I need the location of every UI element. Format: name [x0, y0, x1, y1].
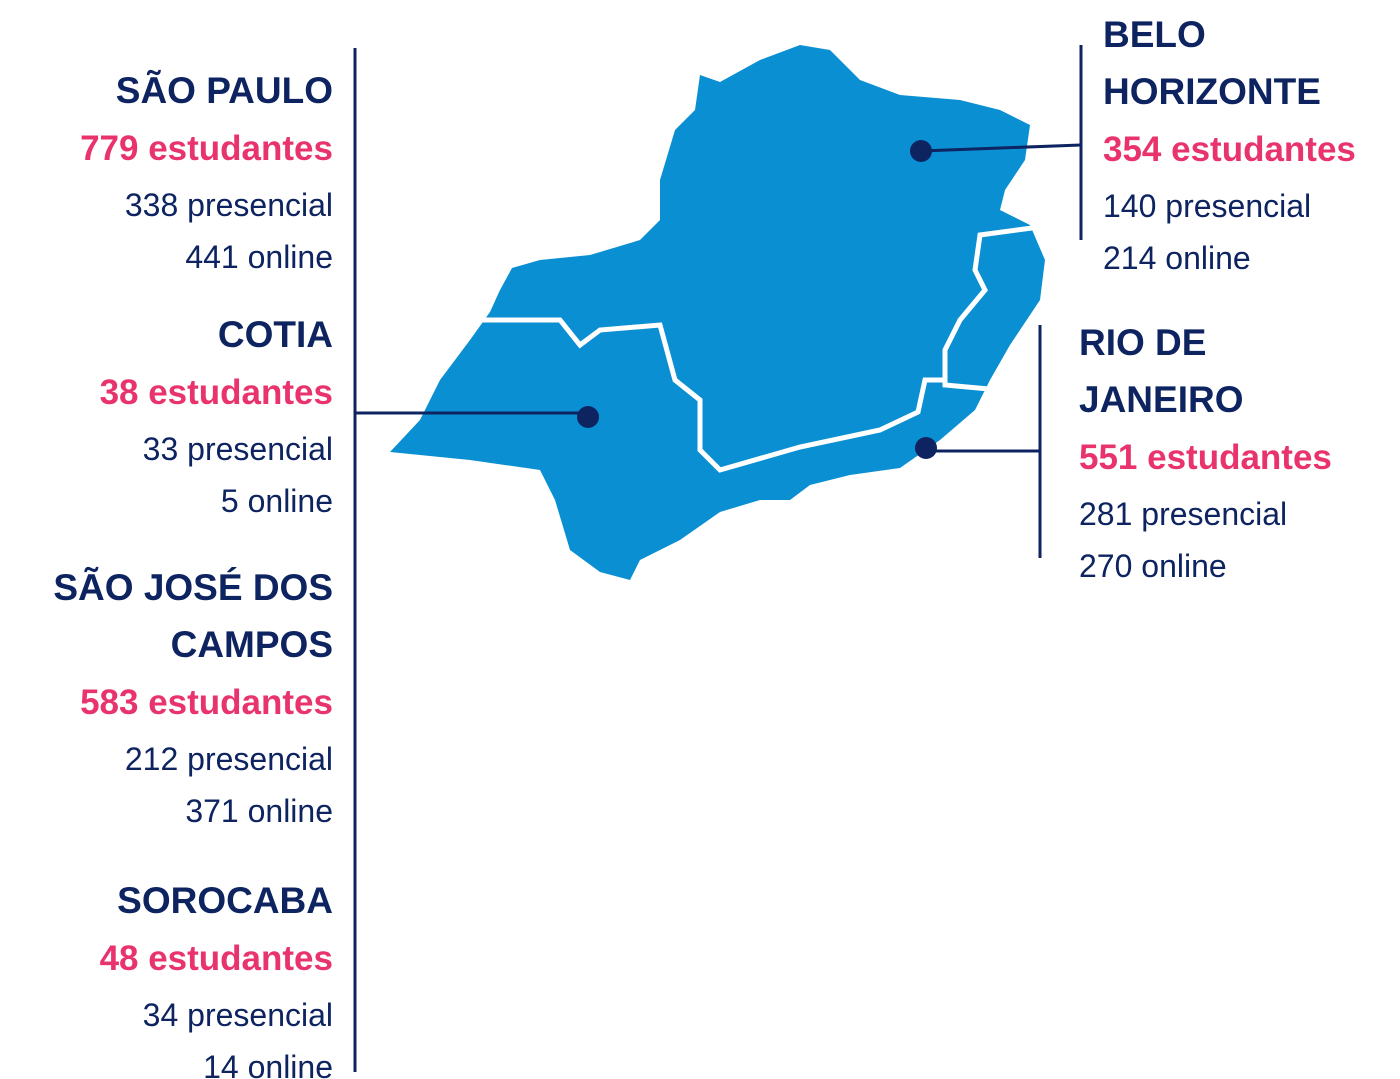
state-border: [942, 225, 1033, 393]
city-dot: [577, 406, 599, 428]
presencial-count: 33 presencial: [143, 431, 333, 467]
presencial-count: 281 presencial: [1079, 496, 1287, 532]
state-border: [482, 317, 945, 473]
leader-line: [920, 143, 1082, 153]
student-total: 583 estudantes: [80, 683, 333, 722]
student-total: 779 estudantes: [80, 129, 333, 168]
city-dot: [910, 140, 932, 162]
student-total: 551 estudantes: [1079, 438, 1332, 477]
online-count: 14 online: [203, 1049, 333, 1079]
student-total: 354 estudantes: [1103, 130, 1356, 169]
city-name: HORIZONTE: [1103, 71, 1321, 112]
online-count: 214 online: [1103, 240, 1251, 276]
presencial-count: 34 presencial: [143, 997, 333, 1033]
presencial-count: 212 presencial: [125, 741, 333, 777]
student-total: 48 estudantes: [100, 939, 333, 978]
city-name: RIO DE: [1079, 322, 1206, 363]
city-name: SOROCABA: [117, 880, 333, 921]
online-count: 5 online: [221, 483, 333, 519]
city-dot: [915, 437, 937, 459]
city-name: CAMPOS: [171, 624, 333, 665]
online-count: 441 online: [185, 239, 333, 275]
city-name: SÃO JOSÉ DOS: [53, 566, 333, 608]
city-name: JANEIRO: [1079, 379, 1243, 420]
presencial-count: 140 presencial: [1103, 188, 1311, 224]
city-name: BELO: [1103, 14, 1206, 55]
city-name: SÃO PAULO: [116, 69, 333, 111]
map-region: [390, 45, 1045, 580]
student-total: 38 estudantes: [100, 373, 333, 412]
presencial-count: 338 presencial: [125, 187, 333, 223]
online-count: 270 online: [1079, 548, 1227, 584]
city-name: COTIA: [218, 314, 333, 355]
online-count: 371 online: [185, 793, 333, 829]
